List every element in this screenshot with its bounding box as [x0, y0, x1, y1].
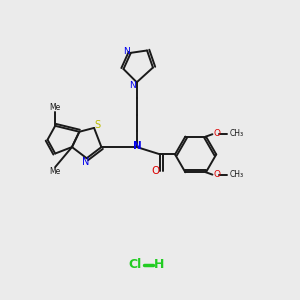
Text: N: N — [133, 142, 142, 152]
Text: N: N — [82, 158, 89, 167]
Text: S: S — [95, 120, 101, 130]
Text: O: O — [151, 166, 159, 176]
Text: Me: Me — [49, 103, 60, 112]
Text: Cl: Cl — [129, 258, 142, 271]
Text: O: O — [214, 170, 220, 179]
Text: CH₃: CH₃ — [230, 170, 244, 179]
Text: CH₃: CH₃ — [230, 129, 244, 138]
Text: N: N — [129, 81, 136, 90]
Text: N: N — [123, 47, 130, 56]
Text: O: O — [214, 129, 220, 138]
Text: Me: Me — [49, 167, 60, 176]
Text: H: H — [154, 258, 164, 271]
